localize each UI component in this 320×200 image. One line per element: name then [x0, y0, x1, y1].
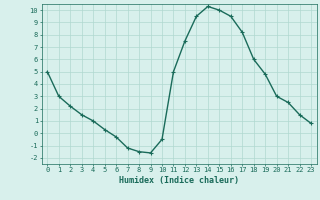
X-axis label: Humidex (Indice chaleur): Humidex (Indice chaleur) — [119, 176, 239, 185]
